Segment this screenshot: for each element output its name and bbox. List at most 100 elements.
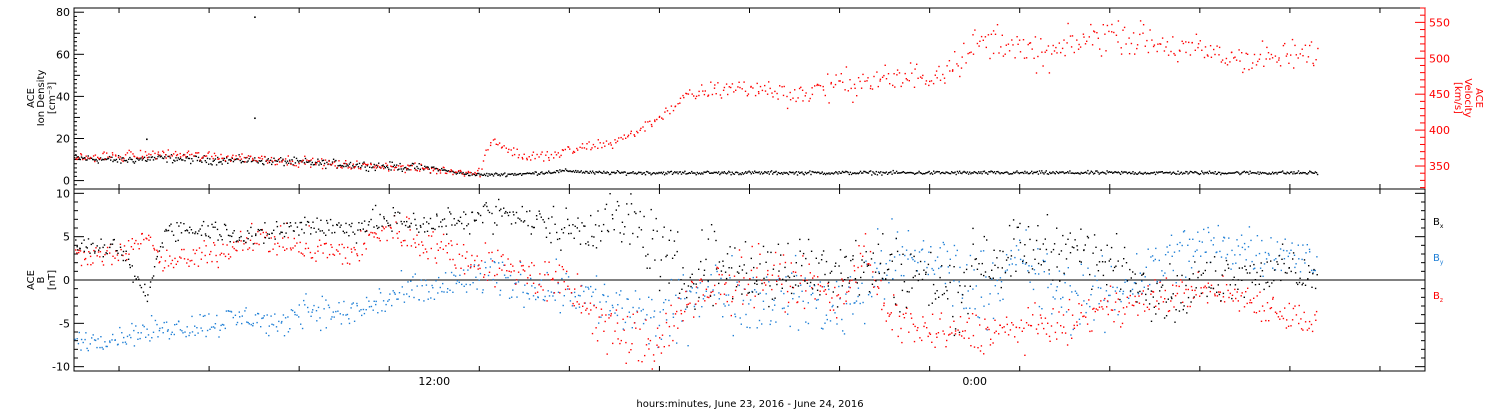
velocity-point [500,147,503,149]
velocity-point [526,157,528,160]
Bz-point [325,242,327,245]
By-point [1164,272,1166,274]
Bx-point [600,240,602,242]
Bz-point [430,235,433,237]
Bx-point [352,231,354,233]
density-point [124,160,127,162]
Bx-point [802,252,805,255]
velocity-point [839,80,841,82]
Bz-point [265,231,267,234]
Bz-point [659,337,661,339]
Bx-point [105,252,107,254]
Bz-point [1040,317,1042,319]
Bz-point [834,286,836,289]
velocity-point [243,156,246,159]
density-point [363,161,365,163]
Bx-point [257,228,259,231]
Bz-point [122,254,124,257]
density-point [486,172,488,175]
By-point [241,322,243,325]
velocity-point [536,153,538,156]
Bx-point [1208,286,1210,288]
Bx-point [698,268,700,270]
density-point [591,170,594,172]
density-point [173,159,175,161]
By-point [298,316,300,318]
Bz-point [350,248,353,250]
density-point [840,172,843,174]
density-point [835,171,837,173]
density-point [1143,172,1145,174]
velocity-point [818,84,820,86]
velocity-point [308,160,310,162]
Bx-point [690,285,692,288]
By-point [1190,267,1193,269]
Bz-point [1062,314,1065,316]
By-point [362,308,365,311]
velocity-point [1014,57,1016,59]
Bz-point [1200,287,1202,289]
density-point [519,172,522,175]
By-point [1024,263,1027,265]
Bz-point [299,241,301,244]
Bx-point [414,218,416,221]
density-point [823,172,826,174]
Bx-point [959,285,961,287]
By-point [1000,281,1003,283]
Bz-point [593,305,595,307]
density-point [212,160,214,162]
density-point [191,158,193,160]
density-point [129,156,131,159]
Bx-point [288,226,290,228]
Bz-point [564,288,567,291]
By-point [194,325,196,327]
density-point [718,171,720,173]
Bx-point [658,289,661,292]
density-point [132,161,134,163]
Bz-point [880,279,882,282]
velocity-point [345,163,348,165]
Bz-point [1227,289,1229,292]
Bx-point [587,244,590,246]
Bz-point [877,286,879,288]
velocity-point [592,143,595,146]
velocity-point [782,94,785,97]
density-point [603,170,605,173]
Bz-point [276,254,278,256]
density-point [199,160,201,162]
Bz-point [473,265,475,268]
density-point [1208,170,1211,172]
By-point [826,318,828,321]
Bz-point [189,260,191,262]
density-point [317,158,319,160]
density-point [203,155,205,157]
velocity-point [756,82,758,85]
velocity-point [261,155,263,157]
density-point [773,171,775,174]
Bx-point [547,217,550,220]
Bz-point [574,288,576,290]
Bz-point [567,285,569,287]
density-point [767,171,769,173]
density-point [734,171,737,174]
Bx-point [972,227,974,230]
density-point [541,171,543,173]
Bz-point [809,272,811,274]
By-point [1243,242,1246,245]
density-point [232,160,235,163]
Bz-point [1203,286,1205,289]
velocity-point [1197,43,1200,45]
Bz-point [412,238,415,240]
By-point [89,343,91,345]
density-point [158,154,160,157]
velocity-point [832,86,835,88]
Bx-point [238,239,240,241]
Bx-point [670,229,672,232]
Bz-point [222,243,224,246]
density-point [316,162,318,164]
By-point [139,337,141,340]
By-point [729,277,731,279]
Bx-point [1067,238,1069,240]
density-point [806,172,809,174]
Bx-point [1010,275,1012,277]
